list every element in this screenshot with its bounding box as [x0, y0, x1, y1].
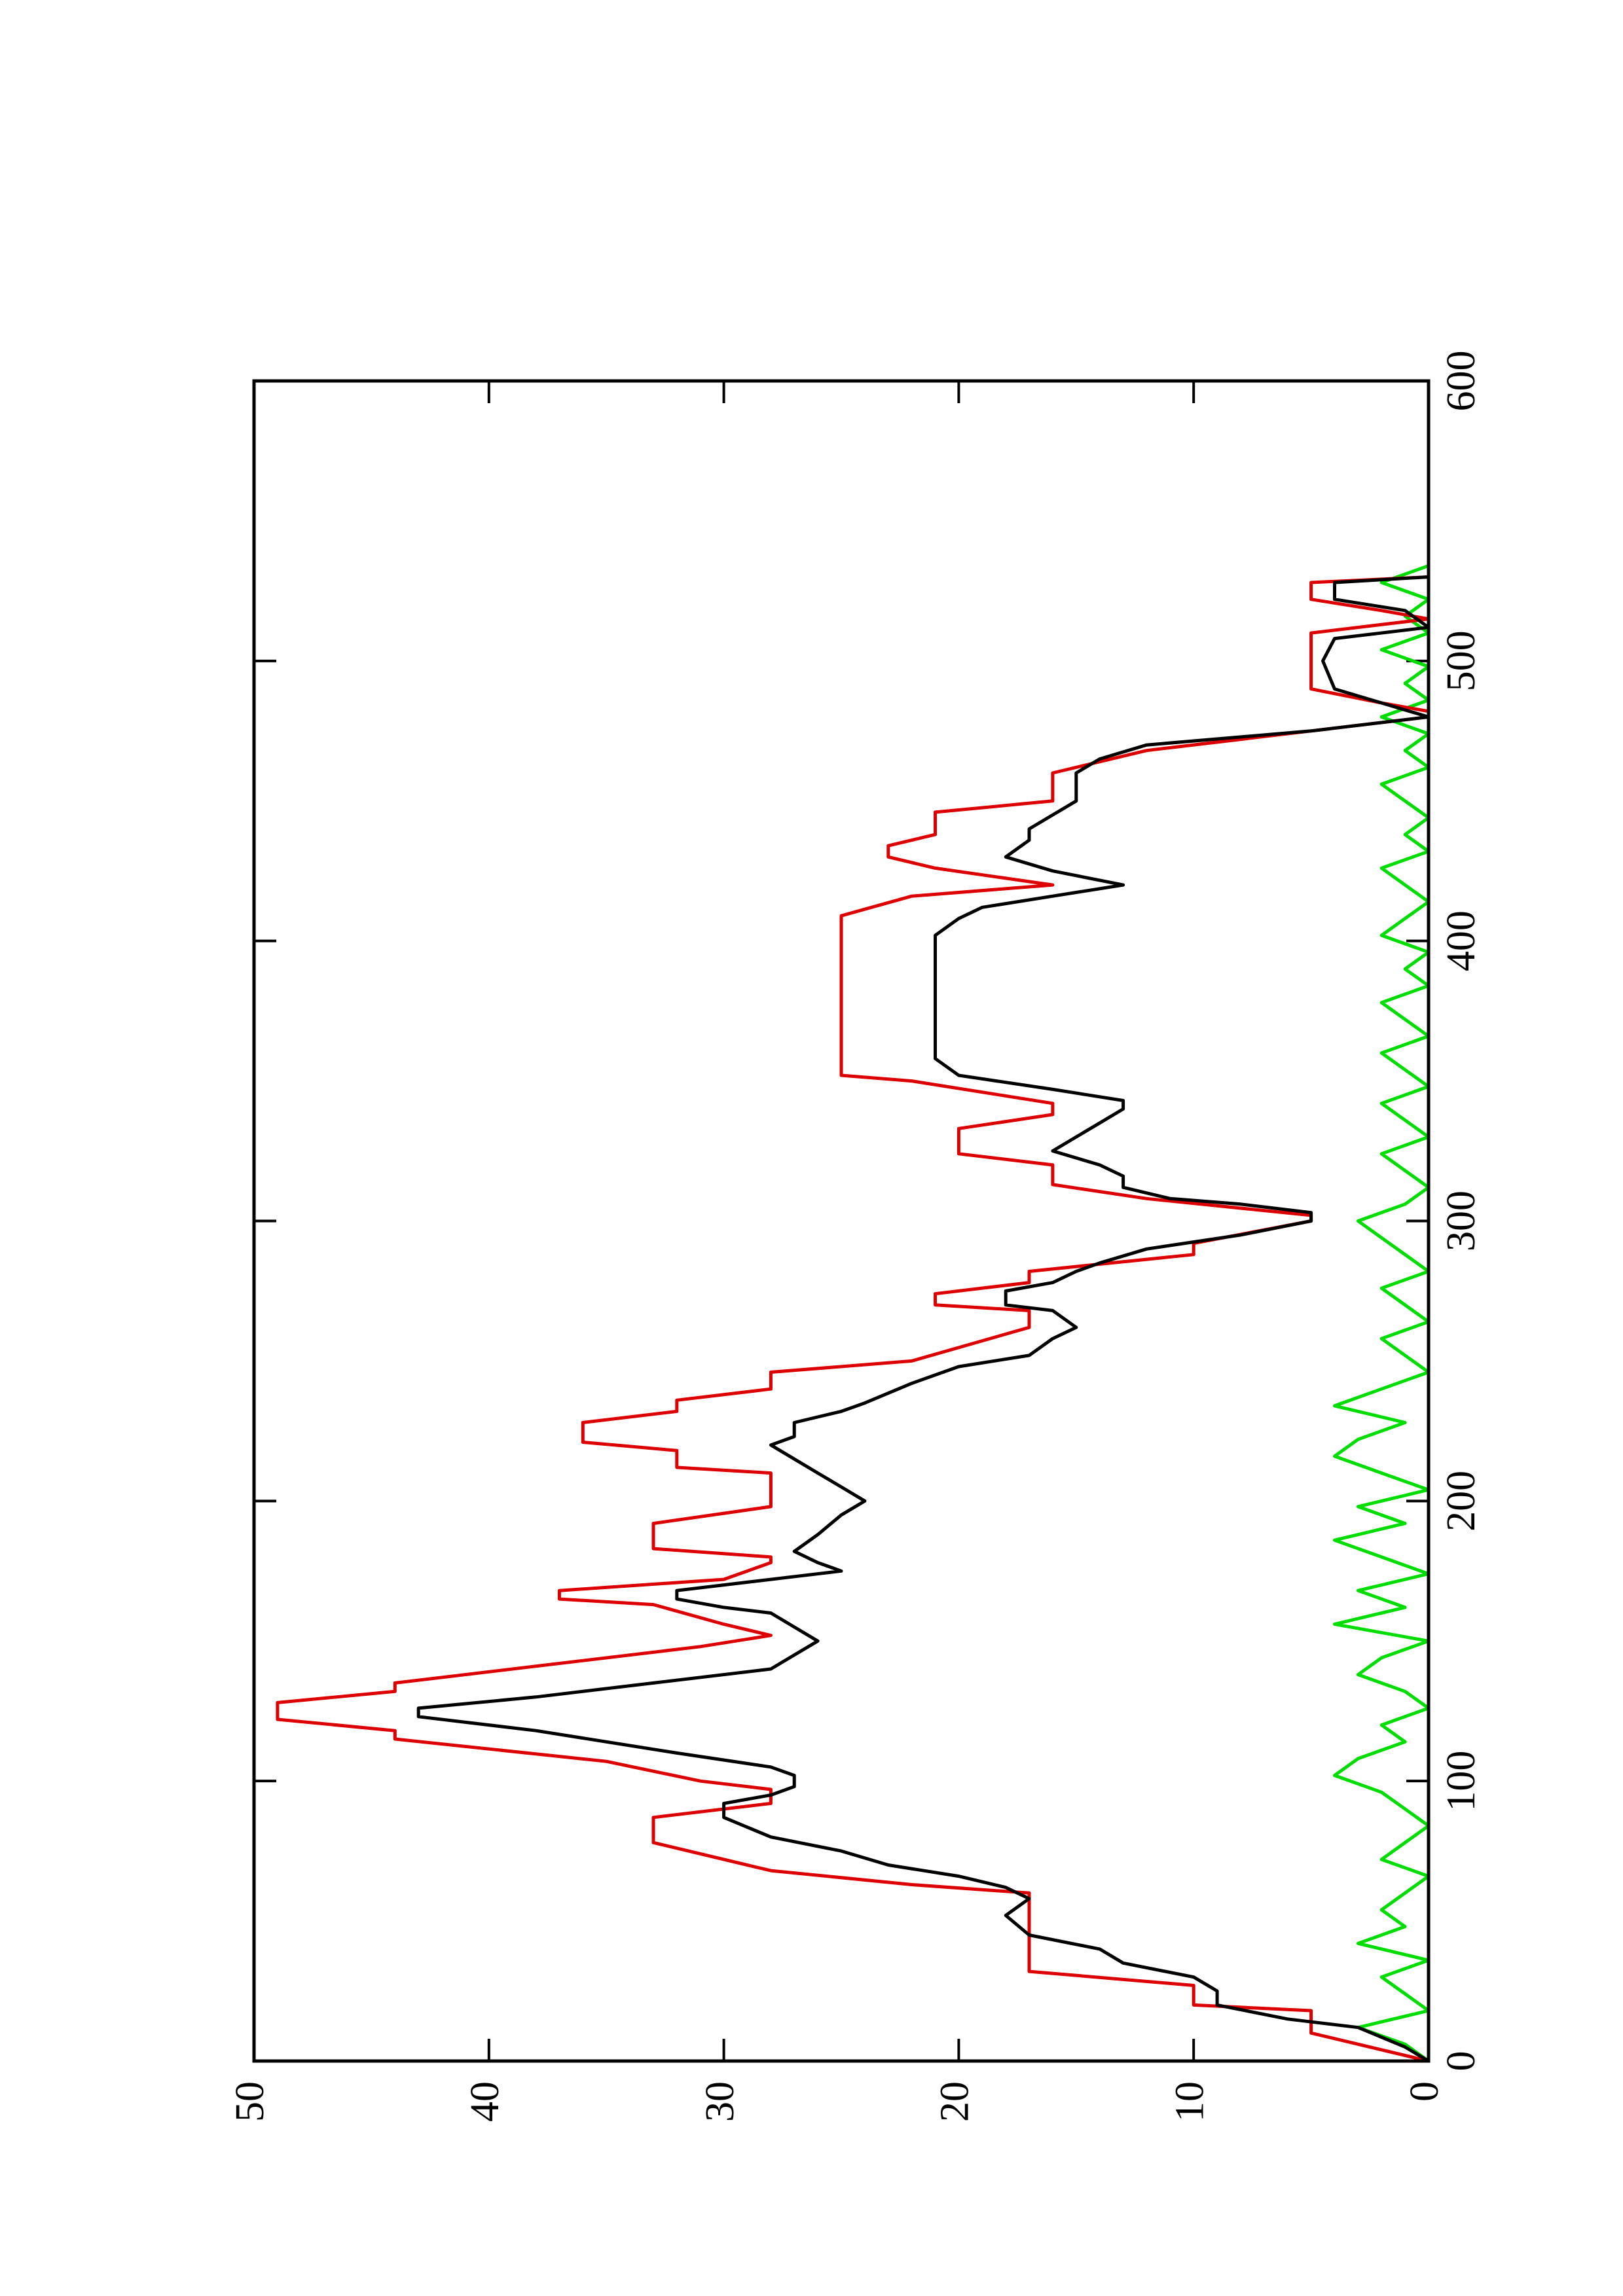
x-tick-label: 200 [1439, 1471, 1484, 1532]
y-tick-label: 50 [228, 2081, 272, 2122]
y-tick-label: 30 [698, 2081, 742, 2122]
y-tick-label: 20 [933, 2081, 977, 2122]
x-tick-label: 300 [1439, 1191, 1484, 1251]
x-tick-label: 600 [1439, 351, 1484, 412]
series-line [416, 563, 1431, 2063]
x-tick-label: 500 [1439, 630, 1484, 691]
y-tick-label: 0 [1402, 2081, 1447, 2102]
series-line [276, 563, 1431, 2063]
plot-frame [252, 379, 1431, 2063]
x-tick-label: 100 [1439, 1751, 1484, 1812]
y-tick-label: 40 [463, 2081, 507, 2122]
x-tick-label: 0 [1439, 2051, 1484, 2072]
y-tick-label: 10 [1167, 2081, 1212, 2122]
series-line [1333, 564, 1431, 2063]
x-tick-label: 400 [1439, 910, 1484, 971]
